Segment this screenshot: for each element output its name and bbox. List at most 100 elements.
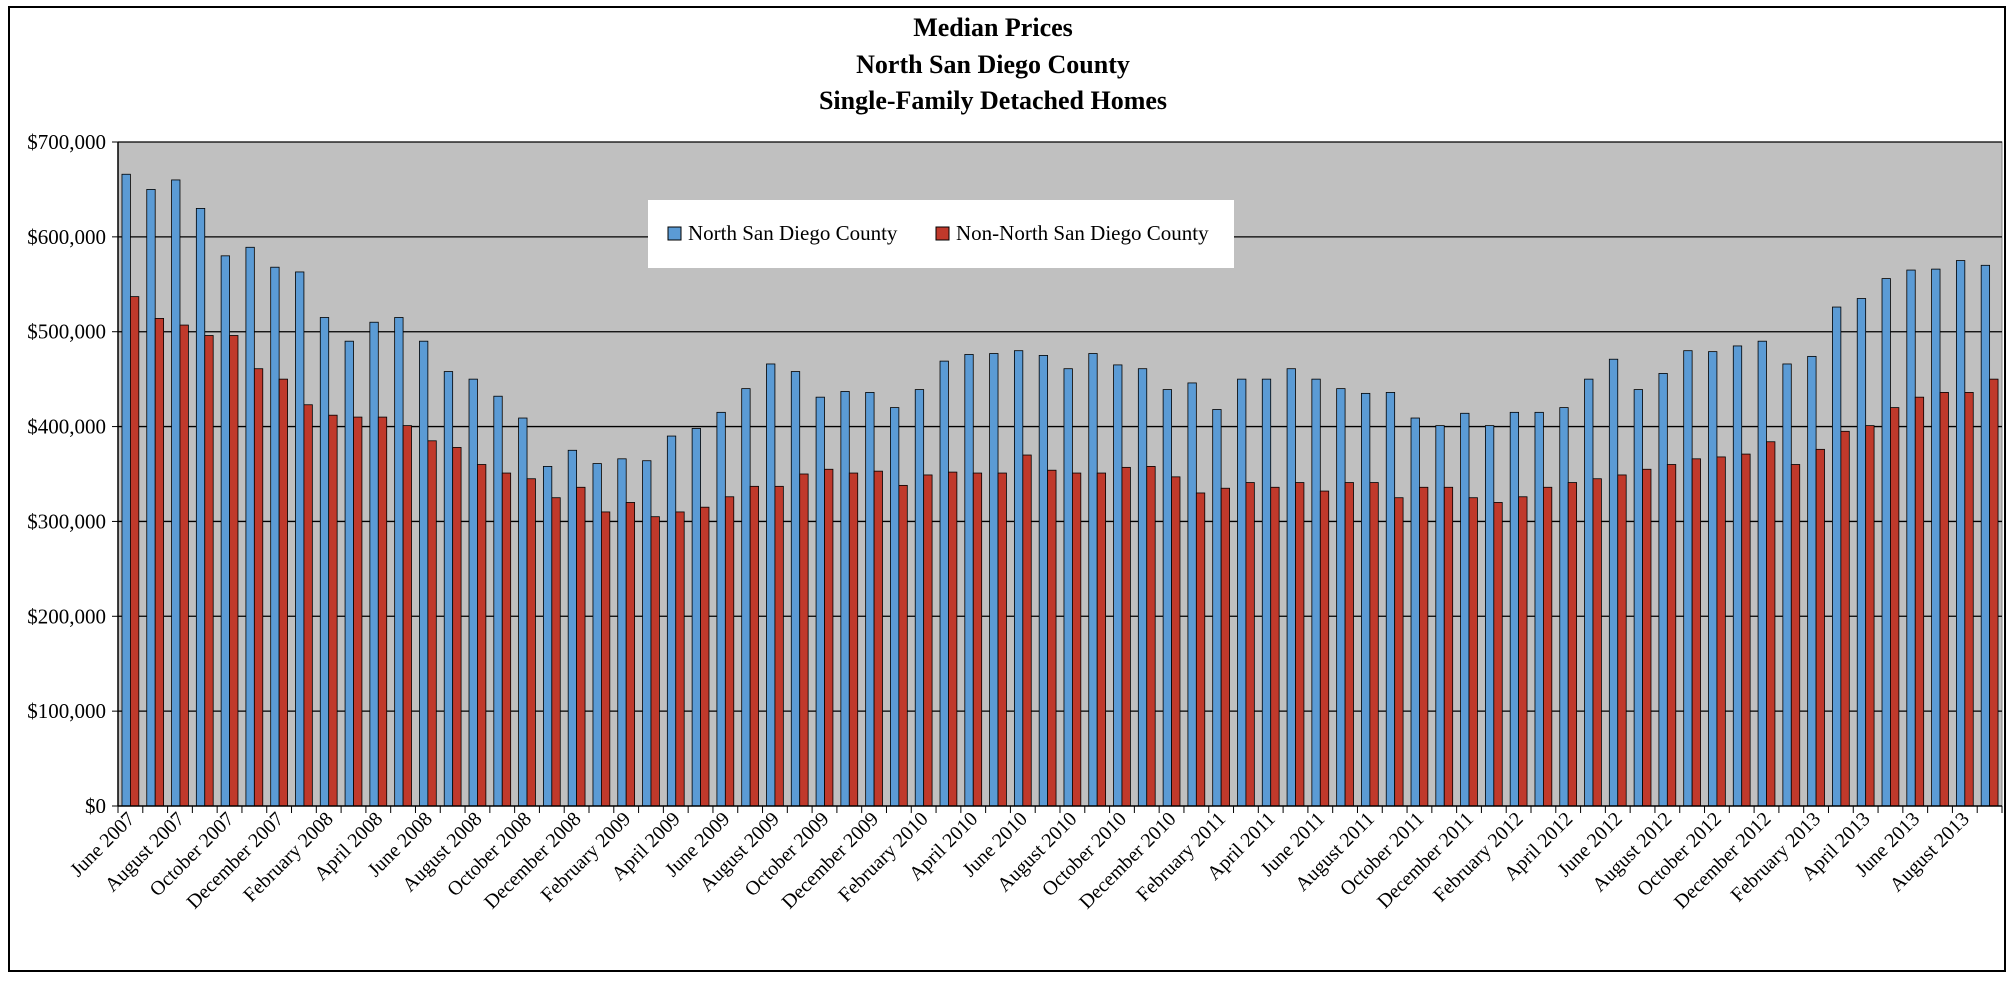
- bar-non-north: [1890, 407, 1900, 807]
- legend-label-non-north: Non-North San Diego County: [956, 221, 1209, 245]
- bar-north: [642, 460, 652, 807]
- bar-north: [1732, 345, 1743, 807]
- bar-non-north: [1518, 496, 1528, 807]
- bar-north: [1534, 411, 1544, 807]
- y-tick-label: $100,000: [27, 699, 106, 723]
- bar-north: [344, 340, 354, 807]
- bar-non-north: [1096, 472, 1107, 807]
- bar-non-north: [1146, 466, 1156, 807]
- bar-north: [1187, 382, 1197, 807]
- bar-non-north: [948, 471, 958, 807]
- legend-swatch-north: [667, 226, 682, 241]
- bar-non-north: [427, 440, 437, 807]
- bar-north: [171, 179, 181, 807]
- bar-north: [617, 458, 627, 807]
- bar-non-north: [625, 502, 636, 807]
- bar-north: [220, 255, 230, 807]
- bar-non-north: [1989, 378, 1999, 807]
- bar-north: [865, 392, 875, 807]
- y-tick-label: $600,000: [27, 225, 106, 249]
- bar-non-north: [1468, 497, 1478, 807]
- bar-non-north: [253, 368, 264, 807]
- bar-north: [1311, 378, 1321, 807]
- bar-north: [443, 371, 454, 807]
- bar-north: [691, 428, 701, 807]
- bar-north: [493, 395, 503, 807]
- bar-north: [1832, 306, 1842, 807]
- bar-non-north: [477, 464, 487, 807]
- axes: [112, 141, 2003, 813]
- bar-north: [1980, 264, 1991, 807]
- bar-non-north: [1195, 492, 1206, 807]
- bar-north: [1237, 378, 1247, 807]
- bar-non-north: [328, 414, 338, 807]
- bar-north: [790, 371, 801, 807]
- bar-north: [1584, 378, 1594, 807]
- bar-non-north: [600, 511, 611, 807]
- bar-non-north: [1666, 464, 1677, 807]
- bar-non-north: [749, 485, 759, 807]
- chart-svg: Median Prices North San Diego County Sin…: [27, 13, 2003, 913]
- bar-non-north: [154, 318, 165, 807]
- bar-non-north: [799, 473, 809, 807]
- bar-north: [1633, 389, 1643, 807]
- bar-non-north: [923, 474, 933, 807]
- chart-title-line-1: Median Prices: [913, 13, 1073, 42]
- bar-non-north: [848, 472, 859, 807]
- legend-label-north: North San Diego County: [688, 221, 898, 245]
- bar-non-north: [650, 516, 660, 807]
- bar-north: [1361, 392, 1371, 807]
- bar-non-north: [1815, 448, 1825, 807]
- bar-north: [1013, 350, 1024, 807]
- bar-non-north: [229, 335, 239, 807]
- y-tick-label: $700,000: [27, 130, 106, 154]
- bar-north: [1906, 269, 1916, 807]
- bar-north: [840, 391, 850, 807]
- bar-non-north: [1592, 478, 1602, 807]
- bar-non-north: [1319, 490, 1330, 807]
- bar-non-north: [1443, 486, 1454, 807]
- bar-north: [1261, 378, 1272, 807]
- bar-north: [914, 389, 925, 807]
- bar-non-north: [1071, 472, 1082, 807]
- bar-north: [1608, 358, 1619, 807]
- y-tick-label: $200,000: [27, 604, 106, 628]
- bar-non-north: [1567, 482, 1578, 807]
- bar-non-north: [179, 324, 189, 807]
- bar-non-north: [501, 472, 512, 807]
- bar-north: [567, 449, 578, 807]
- bar-north: [1807, 355, 1817, 807]
- bar-non-north: [1914, 396, 1925, 807]
- bar-north: [1162, 389, 1172, 807]
- bar-north: [369, 321, 379, 807]
- bar-non-north: [1344, 482, 1354, 807]
- bar-north: [542, 466, 553, 807]
- bar-north: [121, 173, 131, 807]
- bar-north: [146, 189, 156, 807]
- bar-north: [741, 388, 751, 807]
- bar-non-north: [1022, 454, 1032, 807]
- bar-non-north: [526, 478, 536, 807]
- bar-north: [1385, 392, 1396, 807]
- bar-north: [1435, 425, 1445, 807]
- bar-north: [989, 353, 999, 807]
- bar-non-north: [1394, 497, 1404, 807]
- bar-non-north: [700, 506, 710, 807]
- bar-north: [815, 396, 825, 807]
- bar-non-north: [551, 497, 561, 807]
- legend: North San Diego County Non-North San Die…: [648, 200, 1234, 268]
- bar-non-north: [1617, 474, 1627, 807]
- bar-non-north: [1171, 476, 1181, 807]
- bar-north: [964, 354, 974, 807]
- bar-north: [592, 463, 602, 807]
- bar-north: [245, 246, 255, 807]
- chart-frame: Median Prices North San Diego County Sin…: [8, 6, 2006, 972]
- bar-north: [1038, 355, 1049, 807]
- bar-non-north: [1741, 453, 1751, 807]
- bar-non-north: [1220, 487, 1230, 807]
- bar-non-north: [774, 485, 784, 807]
- bar-non-north: [1542, 486, 1553, 807]
- bar-north: [518, 417, 528, 807]
- y-tick-label: $400,000: [27, 415, 106, 439]
